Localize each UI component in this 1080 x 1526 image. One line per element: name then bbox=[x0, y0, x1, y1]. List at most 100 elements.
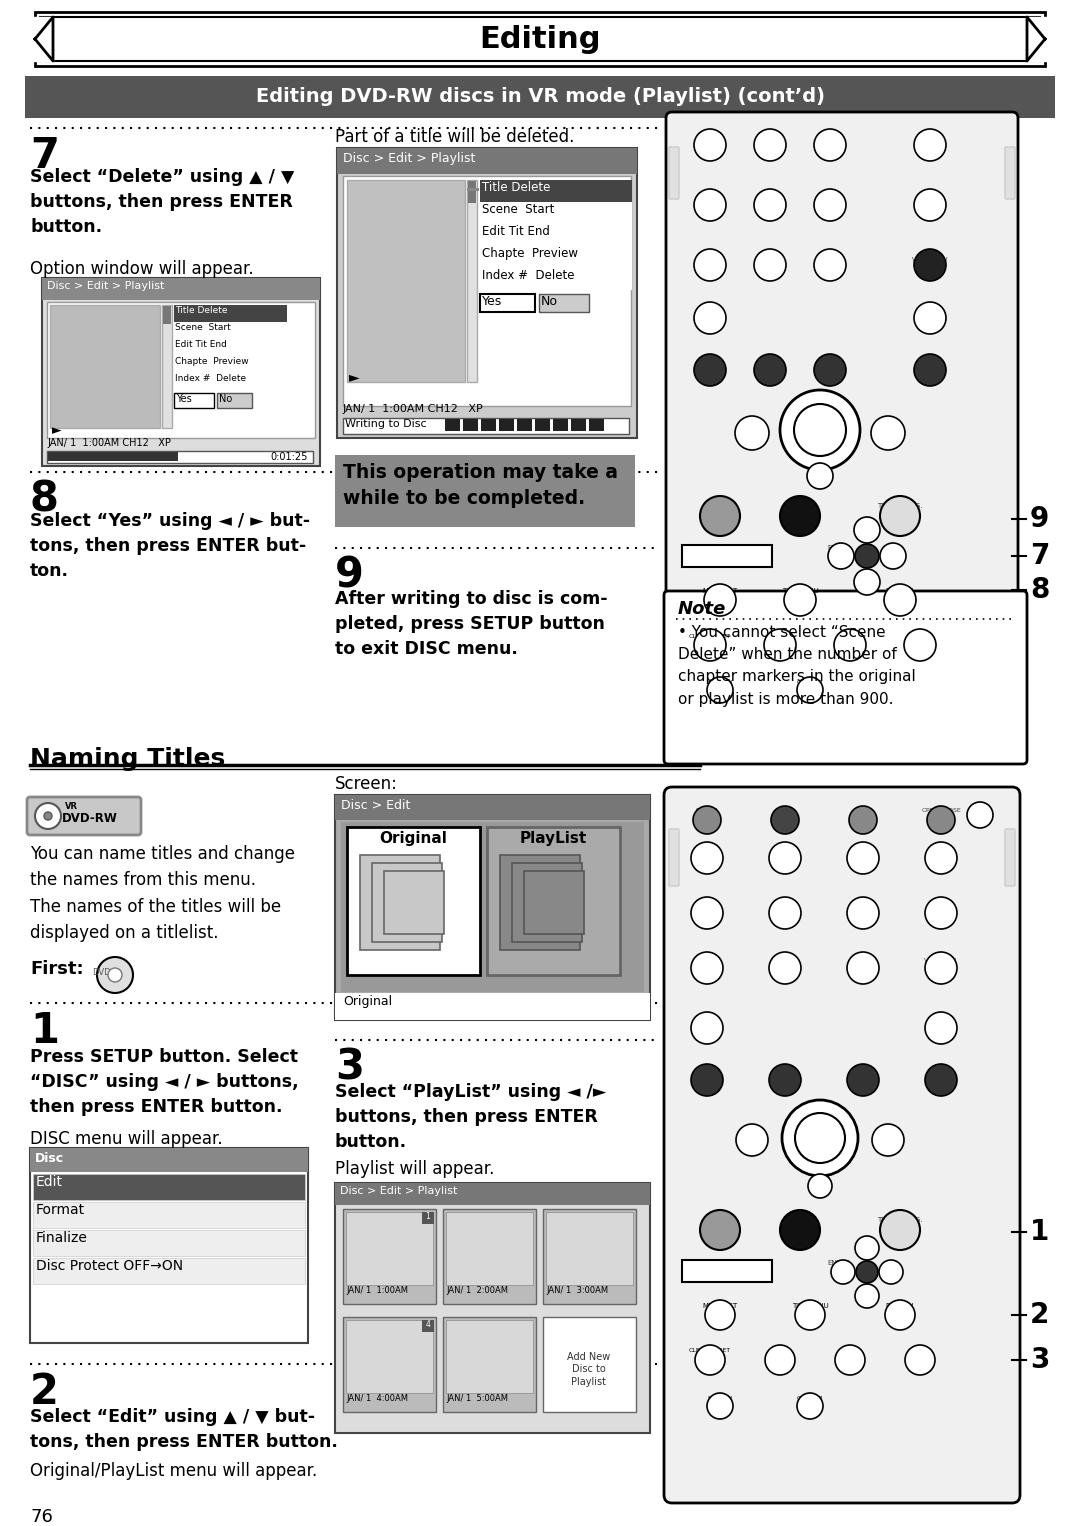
Circle shape bbox=[808, 1173, 832, 1198]
Text: Title Delete: Title Delete bbox=[175, 307, 228, 314]
Circle shape bbox=[771, 806, 799, 835]
Text: SETUP: SETUP bbox=[788, 504, 812, 513]
Text: .@!: .@! bbox=[703, 136, 716, 145]
Circle shape bbox=[880, 543, 906, 569]
Text: 9: 9 bbox=[826, 266, 835, 279]
Text: CM SKIP: CM SKIP bbox=[797, 1396, 823, 1401]
Circle shape bbox=[849, 806, 877, 835]
FancyBboxPatch shape bbox=[343, 418, 629, 433]
Text: CM SKIP: CM SKIP bbox=[797, 681, 823, 685]
Text: Disc > Edit > Playlist: Disc > Edit > Playlist bbox=[48, 281, 164, 291]
Text: PQRS: PQRS bbox=[700, 256, 720, 266]
Text: • You cannot select “Scene
Delete” when the number of
chapter markers in the ori: • You cannot select “Scene Delete” when … bbox=[678, 626, 916, 707]
Text: 2: 2 bbox=[30, 1370, 59, 1413]
FancyBboxPatch shape bbox=[481, 420, 496, 430]
FancyBboxPatch shape bbox=[337, 148, 637, 174]
Circle shape bbox=[735, 1125, 768, 1157]
Text: .@!: .@! bbox=[701, 848, 713, 855]
Circle shape bbox=[735, 417, 769, 450]
Text: Select “Delete” using ▲ / ▼
buttons, then press ENTER
button.: Select “Delete” using ▲ / ▼ buttons, the… bbox=[30, 168, 295, 237]
Text: Disc > Edit > Playlist: Disc > Edit > Playlist bbox=[343, 153, 475, 165]
FancyBboxPatch shape bbox=[384, 871, 444, 934]
Circle shape bbox=[847, 1064, 879, 1096]
Circle shape bbox=[707, 678, 733, 703]
Text: ▼: ▼ bbox=[863, 1241, 870, 1251]
Text: 8: 8 bbox=[30, 479, 59, 520]
Text: ◄◄: ◄◄ bbox=[842, 1361, 858, 1370]
Circle shape bbox=[784, 584, 816, 617]
FancyBboxPatch shape bbox=[666, 111, 1018, 679]
FancyBboxPatch shape bbox=[669, 146, 679, 198]
Circle shape bbox=[807, 462, 833, 488]
Text: PLAY: PLAY bbox=[807, 1129, 834, 1140]
Text: ↩: ↩ bbox=[894, 601, 905, 613]
Circle shape bbox=[879, 1260, 903, 1283]
Text: ■: ■ bbox=[705, 371, 715, 382]
Text: ENTER: ENTER bbox=[856, 1265, 877, 1270]
Text: 0: 0 bbox=[703, 1029, 712, 1042]
FancyBboxPatch shape bbox=[33, 1230, 305, 1256]
Text: First:: First: bbox=[30, 960, 83, 978]
Text: 5: 5 bbox=[781, 914, 789, 926]
Text: 4: 4 bbox=[426, 1320, 431, 1329]
FancyBboxPatch shape bbox=[48, 452, 178, 461]
Text: DVD: DVD bbox=[856, 1070, 869, 1074]
Text: ABC: ABC bbox=[778, 848, 792, 855]
FancyBboxPatch shape bbox=[335, 795, 650, 1019]
Polygon shape bbox=[35, 17, 53, 61]
FancyBboxPatch shape bbox=[30, 1148, 308, 1343]
Text: Chapte  Preview: Chapte Preview bbox=[175, 357, 248, 366]
Circle shape bbox=[847, 842, 879, 874]
Text: Add New
Disc to
Playlist: Add New Disc to Playlist bbox=[567, 1352, 610, 1387]
FancyBboxPatch shape bbox=[347, 827, 480, 975]
Circle shape bbox=[914, 130, 946, 162]
Circle shape bbox=[834, 629, 866, 661]
Text: ⊙: ⊙ bbox=[781, 1080, 789, 1091]
Circle shape bbox=[924, 842, 957, 874]
Circle shape bbox=[782, 1100, 858, 1177]
Text: Yes: Yes bbox=[482, 295, 502, 308]
Text: After writing to disc is com-
pleted, press SETUP button
to exit DISC menu.: After writing to disc is com- pleted, pr… bbox=[335, 591, 608, 658]
Text: CLEAR/RESET: CLEAR/RESET bbox=[689, 633, 731, 638]
FancyBboxPatch shape bbox=[468, 182, 476, 203]
Text: 4: 4 bbox=[703, 914, 712, 926]
Circle shape bbox=[691, 952, 723, 984]
Text: Edit Tit End: Edit Tit End bbox=[175, 340, 227, 349]
Polygon shape bbox=[33, 17, 53, 61]
Circle shape bbox=[754, 189, 786, 221]
Text: ▶▶: ▶▶ bbox=[878, 427, 897, 441]
FancyBboxPatch shape bbox=[546, 1212, 633, 1285]
Circle shape bbox=[707, 1393, 733, 1419]
Circle shape bbox=[831, 1260, 855, 1283]
Text: ▲: ▲ bbox=[975, 806, 985, 818]
FancyBboxPatch shape bbox=[480, 201, 632, 224]
FancyBboxPatch shape bbox=[35, 12, 1045, 66]
Text: JAN/ 1  1:00AM CH12   XP: JAN/ 1 1:00AM CH12 XP bbox=[48, 438, 171, 449]
FancyBboxPatch shape bbox=[664, 591, 1027, 765]
FancyBboxPatch shape bbox=[343, 175, 631, 406]
Text: This operation may take a
while to be completed.: This operation may take a while to be co… bbox=[343, 462, 618, 508]
Circle shape bbox=[914, 189, 946, 221]
Text: SKIP: SKIP bbox=[913, 633, 928, 639]
Text: DVD: DVD bbox=[823, 362, 838, 366]
Text: ▼: ▼ bbox=[936, 914, 946, 926]
Text: ▶: ▶ bbox=[926, 319, 935, 333]
Circle shape bbox=[855, 1236, 879, 1260]
FancyBboxPatch shape bbox=[543, 1317, 636, 1412]
Circle shape bbox=[924, 897, 957, 929]
Circle shape bbox=[44, 812, 52, 819]
Circle shape bbox=[814, 130, 846, 162]
Text: TUV: TUV bbox=[778, 958, 792, 964]
Text: II: II bbox=[927, 371, 933, 382]
Circle shape bbox=[97, 957, 133, 993]
Circle shape bbox=[924, 1012, 957, 1044]
FancyBboxPatch shape bbox=[422, 1320, 434, 1332]
Text: No: No bbox=[219, 394, 232, 404]
Circle shape bbox=[880, 1210, 920, 1250]
Text: Scene  Start: Scene Start bbox=[175, 324, 231, 333]
Text: 76: 76 bbox=[30, 1508, 53, 1526]
Text: JAN/ 1  3:00AM: JAN/ 1 3:00AM bbox=[546, 1286, 608, 1296]
Text: Disc > Edit > Playlist: Disc > Edit > Playlist bbox=[340, 1186, 457, 1196]
Text: 2: 2 bbox=[766, 146, 774, 159]
FancyBboxPatch shape bbox=[25, 76, 1055, 118]
